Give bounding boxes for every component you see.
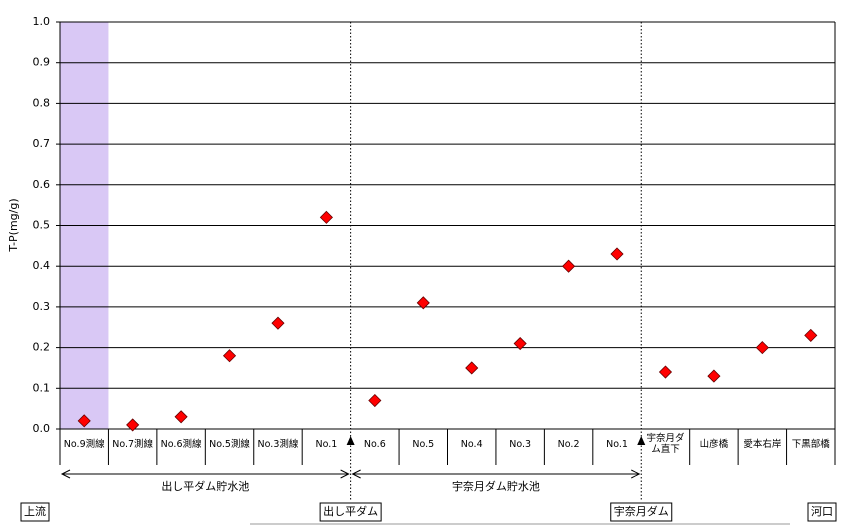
x-tick-label: No.1 bbox=[606, 438, 628, 450]
place-label: 出し平ダム bbox=[323, 504, 378, 518]
reservoir-label: 出し平ダム貯水池 bbox=[161, 479, 249, 493]
data-point bbox=[126, 418, 140, 432]
y-tick-label: 0.8 bbox=[33, 96, 51, 109]
y-tick-label: 0.7 bbox=[33, 137, 51, 150]
data-point bbox=[804, 328, 818, 342]
y-tick-label: 0.1 bbox=[33, 381, 51, 394]
y-tick-label: 0.4 bbox=[33, 259, 51, 272]
x-tick-label: No.9測線 bbox=[63, 438, 105, 450]
place-box bbox=[319, 502, 382, 522]
dam-marker bbox=[637, 436, 646, 445]
data-point bbox=[416, 296, 430, 310]
y-tick-label: 1.0 bbox=[33, 15, 51, 28]
data-point bbox=[465, 361, 479, 375]
dam-marker bbox=[346, 436, 355, 445]
place-label: 上流 bbox=[24, 504, 46, 518]
x-tick-label: 下黒部橋 bbox=[791, 438, 830, 450]
data-point bbox=[707, 369, 721, 383]
x-tick-label: No.5 bbox=[412, 438, 435, 450]
y-tick-label: 0.2 bbox=[33, 341, 51, 354]
x-tick-label: No.1 bbox=[315, 438, 338, 450]
x-tick-label: 愛本右岸 bbox=[743, 438, 782, 450]
y-tick-label: 0.9 bbox=[33, 56, 51, 69]
y-tick-label: 0.0 bbox=[33, 422, 51, 435]
data-point bbox=[562, 259, 576, 273]
arrow-head bbox=[340, 469, 350, 479]
y-tick-label: 0.3 bbox=[33, 300, 51, 313]
data-point bbox=[222, 349, 237, 363]
data-point bbox=[610, 247, 624, 261]
place-label: 河口 bbox=[811, 505, 833, 518]
x-tick-label: No.2 bbox=[557, 438, 580, 450]
x-tick-label: No.4 bbox=[460, 438, 483, 450]
data-point bbox=[368, 393, 382, 408]
arrow-head bbox=[351, 469, 361, 479]
place-box bbox=[807, 502, 837, 522]
x-tick-label: No.7測線 bbox=[112, 438, 154, 450]
y-tick-label: 0.5 bbox=[33, 219, 51, 232]
data-point bbox=[174, 410, 188, 424]
data-point bbox=[658, 365, 673, 379]
reservoir-label: 宇奈月ダム貯水池 bbox=[452, 479, 540, 493]
x-tick-label: No.3 bbox=[509, 438, 532, 450]
place-box bbox=[610, 502, 673, 522]
arrow-head bbox=[631, 469, 641, 479]
data-point bbox=[271, 316, 285, 330]
data-point bbox=[513, 336, 527, 351]
x-tick-label: No.6測線 bbox=[160, 438, 202, 450]
data-point bbox=[319, 210, 333, 224]
x-tick-label: No.3測線 bbox=[257, 438, 299, 450]
x-tick-label: 山彦橋 bbox=[699, 438, 729, 450]
y-tick-label: 0.6 bbox=[33, 178, 51, 191]
arrow-head bbox=[60, 469, 71, 479]
place-label: 宇奈月ダム bbox=[614, 504, 669, 518]
place-box bbox=[20, 502, 50, 522]
x-tick-label: 宇奈月ダム直下 bbox=[646, 433, 685, 455]
x-tick-label: No.6 bbox=[363, 438, 386, 450]
data-point bbox=[755, 341, 769, 355]
y-axis-label: T-P(mg/g) bbox=[7, 198, 20, 252]
x-tick-label: No.5測線 bbox=[209, 438, 250, 450]
data-point bbox=[77, 414, 91, 428]
